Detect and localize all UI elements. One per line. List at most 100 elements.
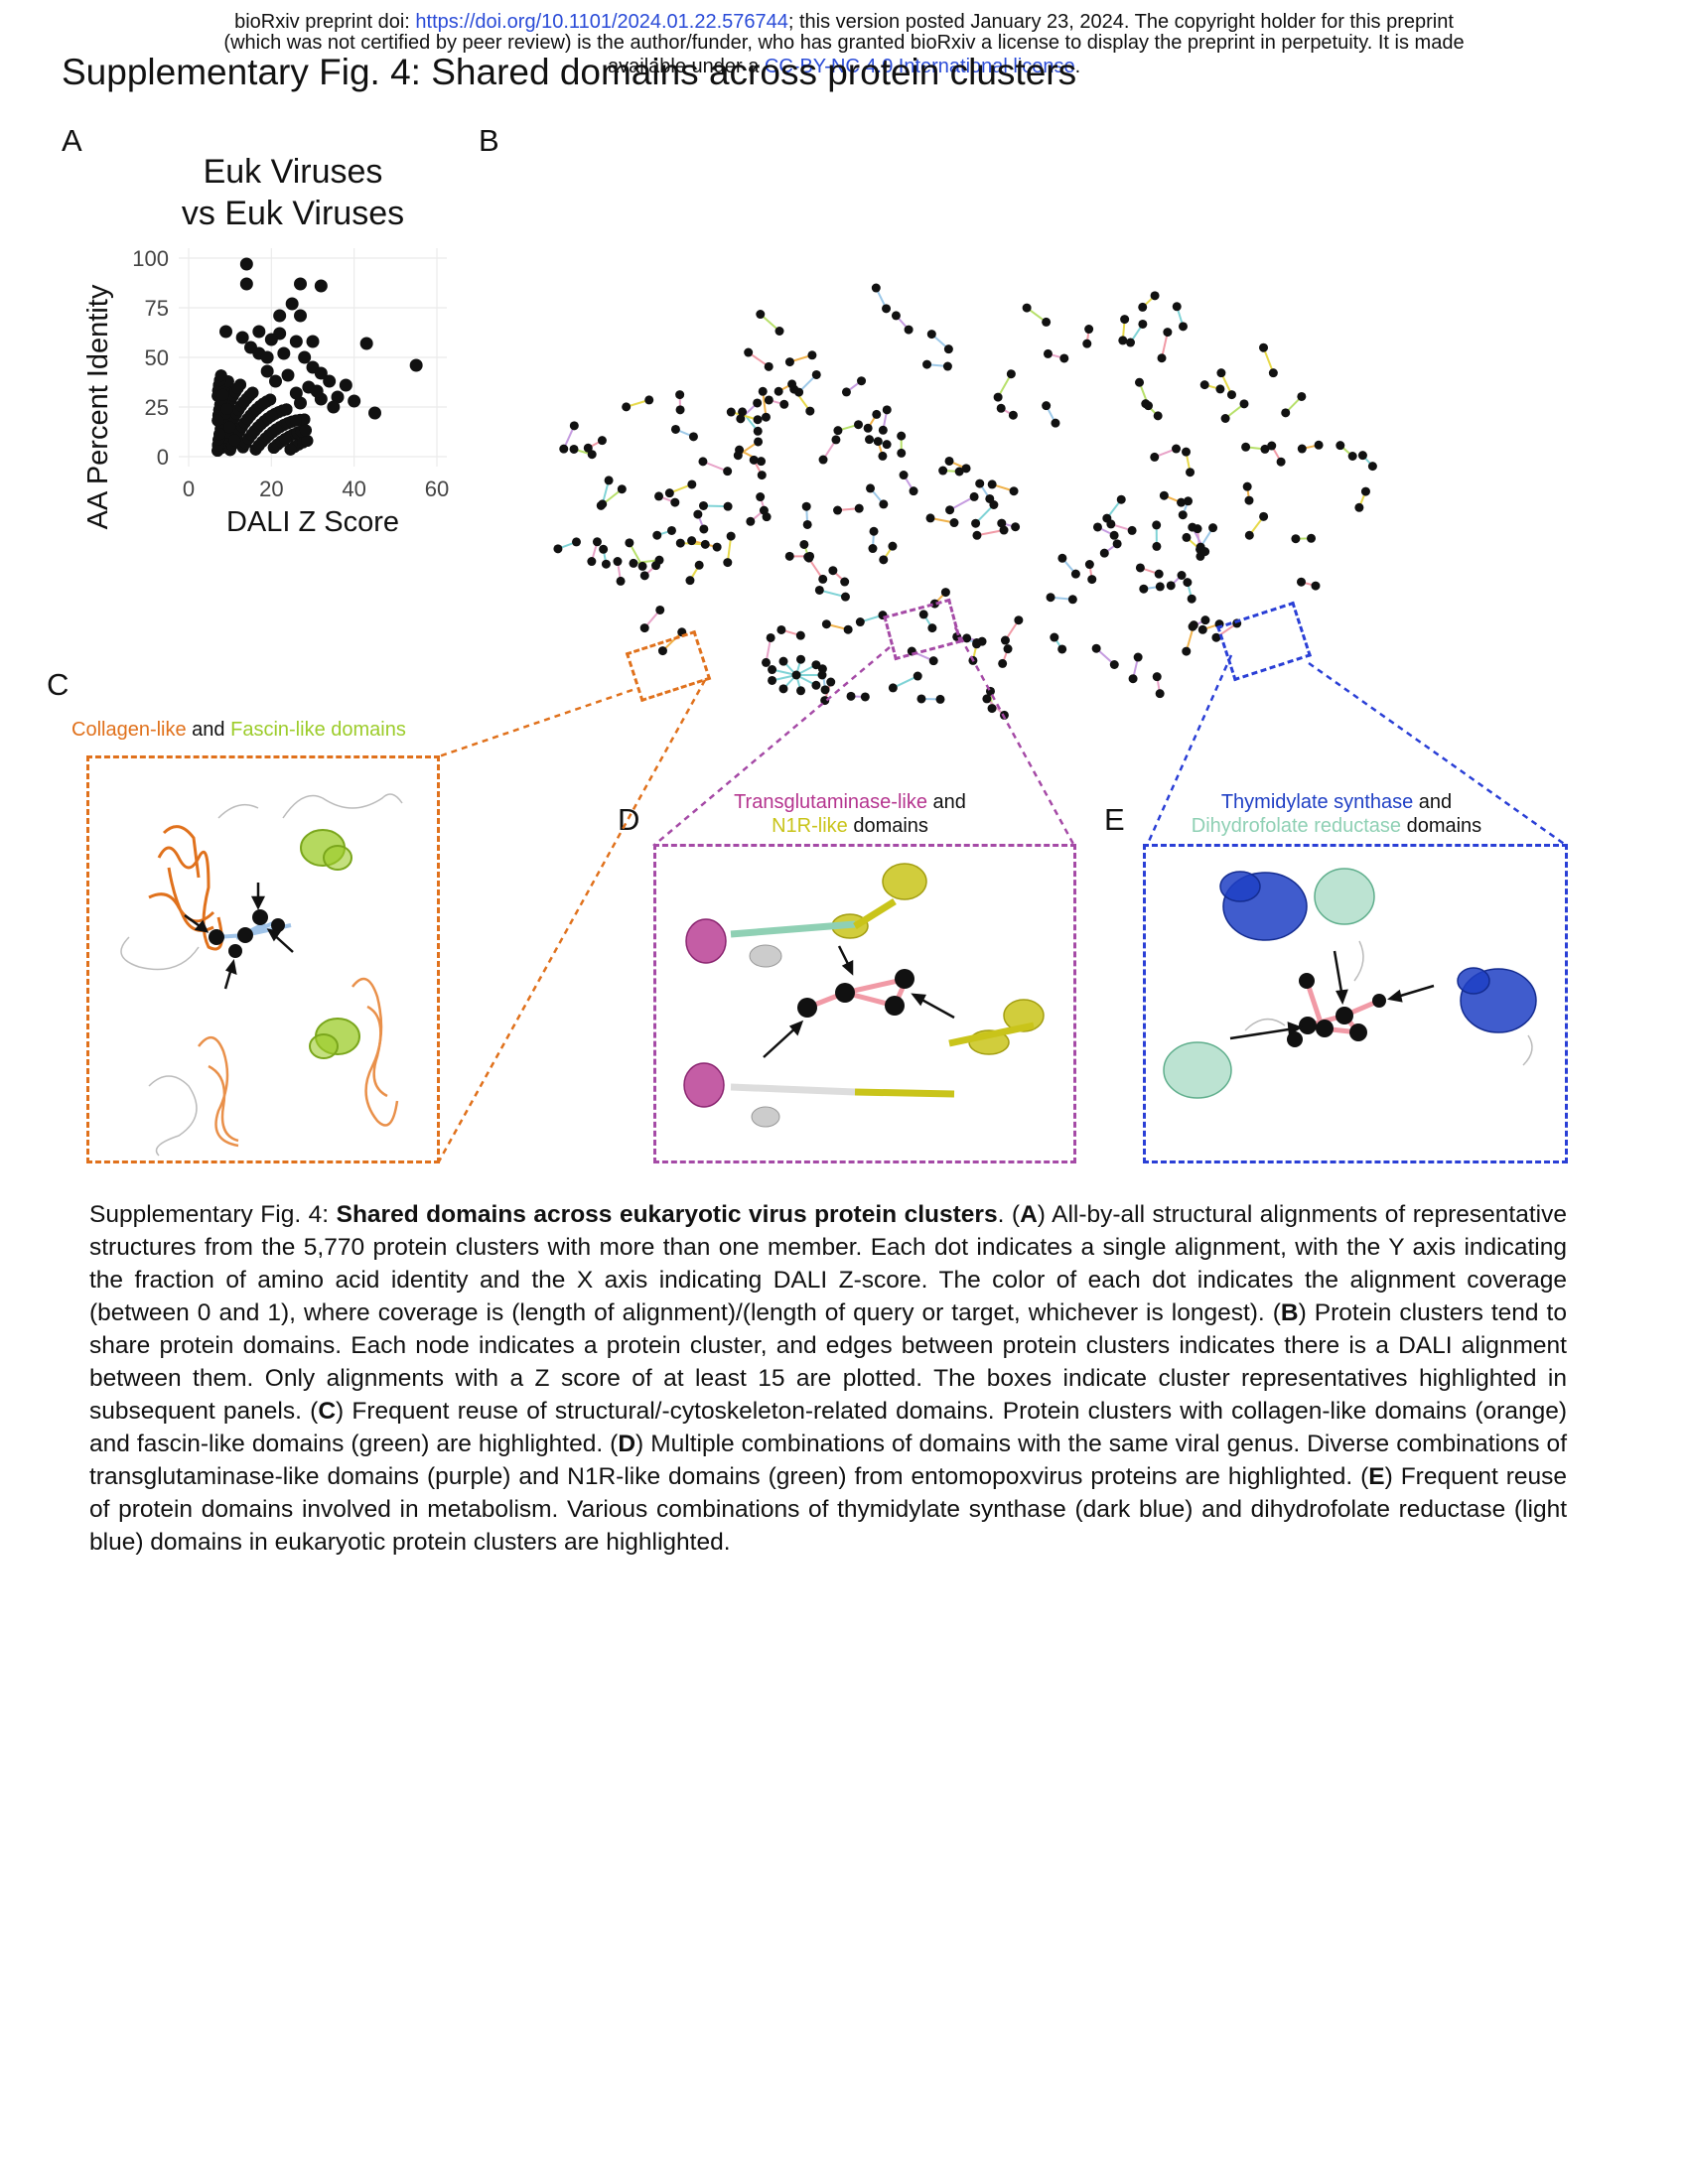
network-node: [1159, 490, 1169, 500]
network-node: [888, 541, 898, 551]
network-node: [1267, 441, 1277, 451]
y-tick-label: 50: [145, 345, 169, 370]
collagen-structure-icon: [148, 825, 223, 951]
network-node: [1336, 441, 1345, 451]
network-node: [726, 407, 736, 417]
network-node: [1244, 530, 1254, 540]
scatter-point: [223, 421, 236, 434]
network-node: [1082, 339, 1092, 348]
network-node: [761, 657, 771, 667]
x-tick-label: 20: [259, 477, 283, 501]
network-node: [1070, 569, 1080, 579]
figure-caption: Supplementary Fig. 4: Shared domains acr…: [89, 1201, 1567, 1556]
network-node: [699, 524, 709, 534]
network-node: [1050, 632, 1059, 642]
network-node: [1008, 410, 1018, 420]
network-node: [712, 542, 722, 552]
network-node: [753, 426, 763, 436]
network-node: [1281, 408, 1291, 418]
network-node: [791, 670, 801, 680]
scatter-point: [314, 366, 328, 380]
network-node: [954, 467, 964, 477]
network-node: [1084, 560, 1094, 570]
network-node: [766, 632, 775, 642]
network-node: [1187, 594, 1196, 604]
network-node: [698, 500, 708, 510]
network-node: [987, 704, 997, 714]
figure-title: Supplementary Fig. 4: Shared domains acr…: [62, 52, 1077, 92]
network-node: [687, 479, 697, 489]
network-node: [693, 509, 703, 519]
network-node: [869, 526, 879, 536]
network-node: [746, 516, 756, 526]
scatter-point: [216, 388, 229, 401]
network-node: [1226, 390, 1236, 400]
network-node: [569, 444, 579, 454]
network-node: [599, 544, 609, 554]
network-node: [899, 471, 909, 480]
network-node: [1135, 563, 1145, 573]
network-node: [987, 479, 997, 489]
network-node: [622, 402, 632, 412]
network-node: [801, 501, 811, 511]
network-node: [1172, 444, 1182, 454]
network-node: [1003, 644, 1013, 654]
network-node: [913, 671, 922, 681]
network-node: [1259, 342, 1269, 352]
dhfr-structure-icon: [1163, 868, 1375, 1099]
network-node: [598, 499, 608, 509]
scatter-point: [294, 396, 307, 410]
fascin-structure-icon: [300, 829, 360, 1059]
panel-letter-c: C: [47, 667, 70, 702]
license-link[interactable]: CC-BY-NC 4.0 International license: [764, 56, 1075, 77]
network-node: [1138, 302, 1148, 312]
network-node: [629, 558, 638, 568]
doi-link[interactable]: https://doi.org/10.1101/2024.01.22.57674…: [415, 11, 788, 33]
network-node: [818, 574, 828, 584]
scatter-point: [228, 434, 241, 447]
network-node: [846, 691, 856, 701]
network-node: [925, 513, 935, 523]
network-node: [857, 376, 867, 386]
network-node: [779, 399, 789, 409]
network-node: [774, 386, 783, 396]
network-node: [878, 451, 888, 461]
network-edge: [1262, 346, 1275, 374]
network-node: [1135, 377, 1145, 387]
network-node: [1200, 615, 1210, 625]
network-node: [1259, 511, 1269, 521]
network-node: [949, 518, 959, 528]
network-node: [759, 505, 769, 515]
helix-linker-icon: [730, 898, 1035, 1098]
network-node: [1152, 520, 1162, 530]
scatter-point: [294, 309, 307, 323]
panel-c-box: [86, 755, 440, 1163]
scatter-point: [269, 374, 282, 388]
network-node: [927, 623, 937, 633]
network-node: [821, 619, 831, 629]
network-edge: [731, 411, 759, 421]
network-node: [768, 675, 777, 685]
network-node: [637, 561, 647, 571]
network-node: [1177, 497, 1187, 507]
network-node: [854, 420, 864, 430]
network-node: [756, 310, 766, 320]
network-node: [1276, 457, 1286, 467]
network-node: [996, 403, 1006, 413]
network-node: [587, 450, 597, 460]
network-node: [677, 627, 687, 637]
network-node: [1128, 674, 1138, 684]
network-node: [778, 684, 788, 694]
network-node: [1178, 322, 1188, 332]
scatter-point: [277, 346, 291, 360]
network-node: [799, 539, 809, 549]
network-node: [787, 379, 797, 389]
network-node: [1208, 523, 1218, 533]
network-node: [1177, 570, 1187, 580]
network-node: [1260, 444, 1270, 454]
network-node: [639, 571, 649, 581]
network-node: [993, 392, 1003, 402]
network-node: [1357, 451, 1367, 461]
network-node: [776, 624, 786, 634]
network-node: [1347, 451, 1357, 461]
